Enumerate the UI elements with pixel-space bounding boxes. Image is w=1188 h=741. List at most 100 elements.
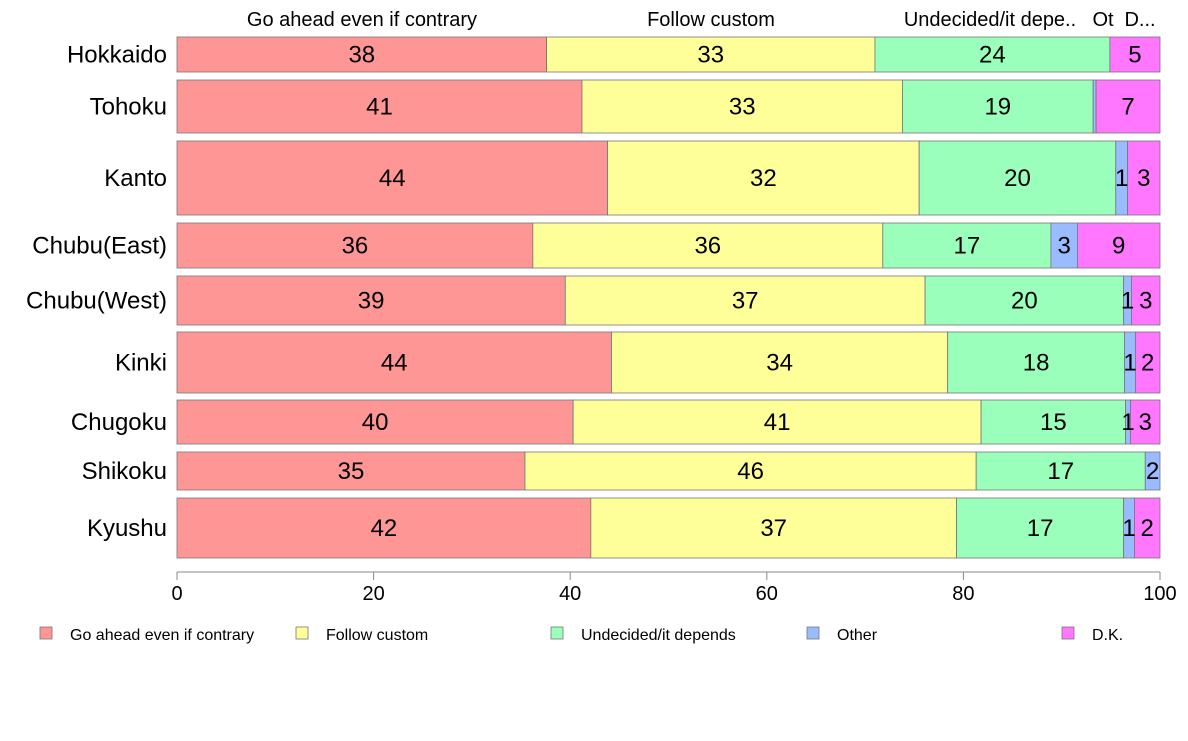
legend-label: Follow custom xyxy=(326,627,428,644)
bar-segment xyxy=(1134,497,1161,559)
data-label: 37 xyxy=(732,288,759,315)
category-label: Chubu(East) xyxy=(32,233,167,260)
data-label: 17 xyxy=(1047,458,1074,485)
data-label: 46 xyxy=(737,458,764,485)
category-label: Kinki xyxy=(115,350,167,377)
data-label: 5 xyxy=(1128,42,1141,69)
data-label: 7 xyxy=(1121,94,1134,121)
data-label: 33 xyxy=(729,94,756,121)
data-label: 2 xyxy=(1141,350,1154,377)
data-labels-layer: 38 33 24 541 33 19 744 32 20 1 336 36 17 3 939 37 20 1 344… xyxy=(338,42,1160,543)
data-label: 3 xyxy=(1139,409,1152,436)
legend-label: D.K. xyxy=(1092,627,1123,644)
category-label: Hokkaido xyxy=(67,42,167,69)
top-series-label: Undecided/it depe.. xyxy=(904,9,1076,31)
legend-label: Go ahead even if contrary xyxy=(70,627,254,644)
bar-segment xyxy=(956,497,1125,559)
top-series-label: Follow custom xyxy=(647,9,775,31)
x-tick-label: 100 xyxy=(1143,583,1176,605)
data-label: 24 xyxy=(979,42,1006,69)
data-label: 2 xyxy=(1146,458,1159,485)
bar-segment xyxy=(176,399,574,445)
data-label: 3 xyxy=(1137,165,1150,192)
bar-segment xyxy=(924,275,1125,326)
bar-segment xyxy=(1077,222,1161,269)
data-label: 17 xyxy=(953,233,980,260)
bar-segment xyxy=(882,222,1052,269)
legend-swatch xyxy=(550,626,564,640)
data-label: 44 xyxy=(381,350,408,377)
data-label: 41 xyxy=(366,94,393,121)
data-label: 32 xyxy=(750,165,777,192)
data-label: 41 xyxy=(764,409,791,436)
data-label: 40 xyxy=(362,409,389,436)
data-label: 1 xyxy=(1121,409,1134,436)
data-label: 15 xyxy=(1040,409,1067,436)
bar-segment xyxy=(176,451,526,491)
data-label: 39 xyxy=(358,288,385,315)
data-label: 1 xyxy=(1115,165,1128,192)
bar-segment xyxy=(176,275,566,326)
data-label: 35 xyxy=(338,458,365,485)
bar-segment xyxy=(902,79,1094,134)
data-label: 20 xyxy=(1004,165,1031,192)
top-series-label: Go ahead even if contrary xyxy=(247,9,477,31)
x-tick-label: 80 xyxy=(952,583,974,605)
bar-segment xyxy=(532,222,884,269)
bar-segment xyxy=(572,399,982,445)
top-series-labels-layer: Go ahead even if contrary Follow custom Un… xyxy=(247,9,1156,31)
data-label: 1 xyxy=(1123,350,1136,377)
bars-layer xyxy=(176,36,1161,559)
data-label: 36 xyxy=(342,233,369,260)
data-label: 37 xyxy=(760,515,787,542)
top-series-label: Ot xyxy=(1092,9,1114,31)
data-label: 1 xyxy=(1121,288,1134,315)
bar-segment xyxy=(590,497,957,559)
bar-segment xyxy=(1144,451,1161,491)
legend-label: Undecided/it depends xyxy=(581,627,736,644)
bar-segment xyxy=(581,79,903,134)
data-label: 36 xyxy=(694,233,721,260)
bar-segment xyxy=(564,275,926,326)
category-label: Chugoku xyxy=(71,409,167,436)
data-label: 33 xyxy=(697,42,724,69)
data-label: 34 xyxy=(766,350,793,377)
x-tick-label: 40 xyxy=(559,583,581,605)
legend: Go ahead even if contrary Follow custom Un… xyxy=(39,626,1123,644)
bar-segment xyxy=(1130,399,1161,445)
x-axis: 0 20 40 60 80 100 xyxy=(171,571,1177,605)
data-label: 3 xyxy=(1139,288,1152,315)
bar-segment xyxy=(524,451,977,491)
legend-swatch xyxy=(295,626,309,640)
bar-segment xyxy=(1092,79,1097,134)
top-series-label: D... xyxy=(1124,9,1155,31)
legend-swatch xyxy=(1061,626,1075,640)
bar-segment xyxy=(546,36,876,73)
legend-label: Other xyxy=(837,627,878,644)
bar-segment xyxy=(176,140,608,216)
legend-swatch xyxy=(39,626,53,640)
data-label: 9 xyxy=(1112,233,1125,260)
category-label: Shikoku xyxy=(82,458,167,485)
category-label: Tohoku xyxy=(90,94,167,121)
data-label: 38 xyxy=(348,42,375,69)
bar-segment xyxy=(607,140,920,216)
category-label: Chubu(West) xyxy=(26,288,167,315)
data-label: 20 xyxy=(1011,288,1038,315)
bar-segment xyxy=(176,79,583,134)
data-label: 42 xyxy=(371,515,398,542)
bar-segment xyxy=(1135,331,1161,394)
bar-segment xyxy=(611,331,949,394)
x-tick-label: 60 xyxy=(756,583,778,605)
bar-segment xyxy=(1109,36,1161,73)
bar-segment xyxy=(874,36,1111,73)
bar-segment xyxy=(1050,222,1078,269)
bar-segment xyxy=(176,36,548,73)
data-label: 3 xyxy=(1057,233,1070,260)
bar-segment xyxy=(176,497,592,559)
bar-segment xyxy=(176,331,612,394)
bar-segment xyxy=(1127,140,1161,216)
category-label: Kyushu xyxy=(87,515,167,542)
